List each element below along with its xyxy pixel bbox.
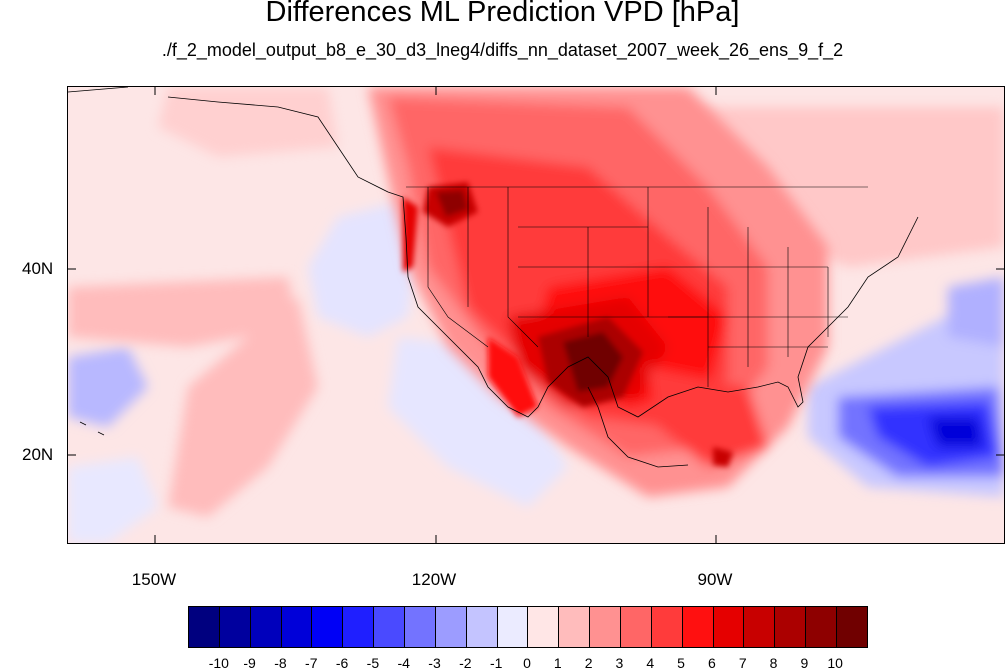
state-borders [406, 186, 868, 387]
colorbar-tick-label: -6 [335, 655, 349, 671]
lon-label-120w: 120W [411, 570, 457, 589]
colorbar-tick-label: -5 [366, 655, 380, 671]
colorbar-tick-label: 8 [769, 655, 778, 671]
colorbar-swatch [528, 607, 560, 647]
colorbar-swatch [189, 607, 220, 647]
colorbar [188, 606, 868, 648]
colorbar-swatch [343, 607, 375, 647]
colorbar-tick-label: 10 [827, 655, 843, 671]
colorbar-tick-label: -2 [459, 655, 472, 671]
vpd-difference-map [68, 87, 1004, 543]
map-panel [67, 86, 1005, 544]
colorbar-swatch [497, 607, 529, 647]
graticule-ticks [68, 87, 1004, 543]
colorbar-tick-label: -9 [243, 655, 256, 671]
colorbar-swatch [590, 607, 622, 647]
colorbar-swatch [682, 607, 714, 647]
colorbar-swatch [621, 607, 652, 647]
colorbar-tick-label: -7 [305, 655, 318, 671]
colorbar-tick-label: -10 [208, 655, 229, 671]
colorbar-tick-label: 9 [800, 655, 809, 671]
lat-label-20n: 20N [22, 445, 54, 464]
colorbar-tick-label: 2 [584, 655, 593, 671]
colorbar-tick-label: 7 [738, 655, 747, 671]
colorbar-swatch [374, 607, 406, 647]
colorbar-tick-label: -1 [489, 655, 503, 671]
colorbar-swatch [405, 607, 436, 647]
colorbar-swatch [281, 607, 313, 647]
colorbar-tick-label: -8 [274, 655, 287, 671]
colorbar-swatch [312, 607, 344, 647]
colorbar-tick-label: 0 [523, 655, 531, 671]
plot-title: Differences ML Prediction VPD [hPa] [265, 0, 740, 28]
negative-anomaly-regions [68, 202, 1004, 543]
colorbar-tick-label: 3 [615, 655, 624, 671]
coastlines [68, 87, 919, 468]
colorbar-swatch [744, 607, 776, 647]
colorbar-tick-label: 4 [646, 655, 655, 671]
colorbar-tick-label: 1 [553, 655, 562, 671]
lat-label-40n: 40N [22, 259, 54, 278]
lon-label-150w: 150W [131, 570, 177, 589]
colorbar-tick-label: -4 [397, 655, 410, 671]
colorbar-swatch [559, 607, 591, 647]
colorbar-swatch [435, 607, 467, 647]
colorbar-tick-label: 5 [677, 655, 685, 671]
colorbar-swatch [219, 607, 251, 647]
colorbar-swatch [651, 607, 683, 647]
colorbar-swatch [806, 607, 838, 647]
colorbar-swatch [713, 607, 745, 647]
plot-subtitle: ./f_2_model_output_b8_e_30_d3_lneg4/diff… [161, 40, 844, 60]
colorbar-swatch [250, 607, 282, 647]
colorbar-tick-label: -3 [428, 655, 441, 671]
colorbar-swatch [837, 607, 867, 647]
colorbar-swatch [466, 607, 498, 647]
lon-label-90w: 90W [697, 570, 733, 589]
colorbar-tick-label: 6 [708, 655, 716, 671]
colorbar-swatch [775, 607, 807, 647]
